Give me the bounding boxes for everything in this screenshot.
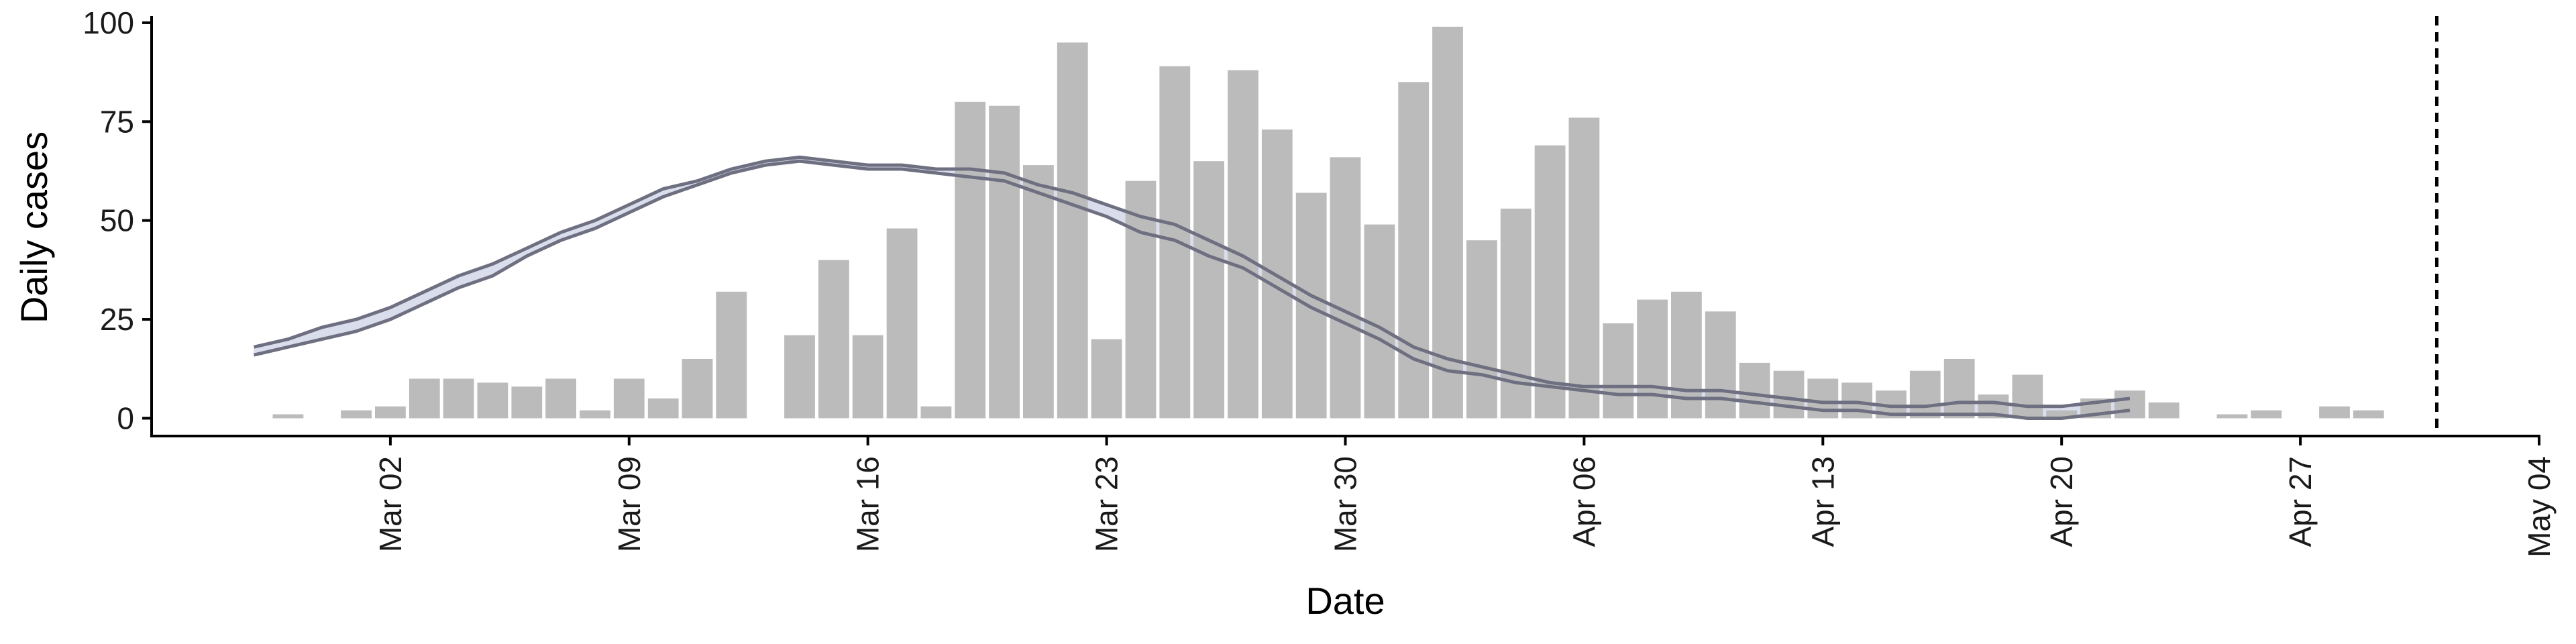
bar-2020-04-04 [1500, 209, 1532, 419]
bar-2020-04-28 [2319, 406, 2350, 419]
x-tick-label: Apr 27 [2283, 456, 2318, 547]
bar-2020-03-11 [682, 359, 713, 419]
bar-2020-03-27 [1228, 70, 1258, 419]
bar-2020-04-26 [2251, 410, 2282, 419]
bar-2020-03-15 [818, 260, 849, 419]
series-lower-line [253, 159, 2131, 420]
bar-2020-03-04 [443, 378, 474, 419]
bar-2020-04-10 [1705, 311, 1736, 419]
bar-2020-03-09 [613, 378, 645, 419]
bar-2020-03-14 [784, 335, 815, 419]
x-axis-title: Date [1305, 580, 1385, 622]
bar-2020-03-26 [1193, 161, 1224, 419]
bar-2020-03-08 [580, 410, 610, 419]
y-tick-label: 50 [100, 203, 134, 238]
bar-2020-04-07 [1603, 323, 1634, 419]
bar-2020-04-06 [1568, 117, 1600, 419]
bar-2020-03-06 [511, 386, 543, 419]
y-ticks: 0 25 50 75 100 [83, 5, 152, 435]
bar-2020-03-23 [1091, 339, 1122, 419]
bar-2020-03-19 [955, 101, 986, 419]
y-tick-label: 25 [100, 302, 134, 337]
bar-2020-03-02 [375, 406, 406, 419]
bar-2020-03-30 [1330, 157, 1361, 419]
x-tick-label: Mar 30 [1328, 456, 1363, 552]
y-tick-label: 75 [100, 104, 134, 139]
bar-2020-03-17 [886, 228, 918, 419]
series-upper-line [253, 155, 2131, 409]
bar-2020-03-07 [545, 378, 576, 419]
bar-2020-04-13 [1807, 378, 1839, 419]
bar-2020-03-22 [1057, 42, 1088, 419]
bar-2020-04-19 [2012, 374, 2043, 419]
bar-2020-03-10 [647, 398, 679, 419]
y-axis-title: Daily cases [13, 131, 55, 323]
bar-2020-03-01 [341, 410, 372, 419]
bar-2020-04-25 [2216, 414, 2248, 419]
bar-2020-04-12 [1773, 370, 1805, 419]
bar-2020-03-29 [1295, 193, 1327, 419]
bar-2020-04-22 [2114, 390, 2145, 419]
bar-2020-04-11 [1739, 362, 1770, 419]
bar-2020-04-20 [2046, 410, 2078, 419]
bar-2020-04-08 [1637, 299, 1668, 419]
x-tick-label: May 04 [2522, 456, 2557, 557]
bar-2020-02-28 [272, 414, 304, 419]
bar-2020-04-02 [1432, 26, 1463, 419]
x-tick-label: Mar 09 [612, 456, 647, 552]
bar-2020-03-12 [716, 291, 747, 419]
bar-2020-04-01 [1398, 82, 1430, 419]
bars-layer [272, 26, 2384, 419]
x-tick-label: Apr 06 [1566, 456, 1601, 547]
bar-2020-04-23 [2148, 402, 2180, 419]
series-lines-layer [253, 155, 2131, 420]
x-tick-label: Apr 20 [2044, 456, 2079, 547]
x-tick-label: Mar 02 [373, 456, 408, 552]
x-tick-label: Apr 13 [1805, 456, 1840, 547]
bar-2020-03-28 [1261, 129, 1293, 419]
bar-2020-04-05 [1534, 145, 1566, 419]
x-tick-label: Mar 23 [1089, 456, 1124, 552]
bar-2020-03-25 [1159, 66, 1191, 419]
x-tick-label: Mar 16 [851, 456, 885, 552]
bar-2020-04-16 [1909, 370, 1941, 419]
y-tick-label: 0 [117, 400, 134, 435]
bar-2020-03-05 [477, 382, 508, 419]
x-ticks: Mar 02 Mar 09 Mar 16 Mar 23 Mar 30 Apr 06 Apr … [373, 436, 2557, 557]
bar-2020-03-18 [920, 406, 952, 419]
bar-2020-03-16 [852, 335, 883, 419]
bar-2020-03-21 [1023, 165, 1054, 419]
axes: 0 25 50 75 100 Mar 02 Mar 09 Mar 16 Mar 23 Mar 3… [83, 5, 2557, 557]
bar-2020-04-03 [1466, 240, 1497, 419]
ci-band-layer [254, 157, 2130, 419]
ci-band [254, 157, 2130, 419]
bar-2020-03-03 [409, 378, 440, 419]
y-tick-label: 100 [83, 5, 134, 40]
bar-2020-04-17 [1943, 359, 1975, 419]
bar-2020-03-20 [989, 105, 1020, 419]
bar-2020-04-29 [2353, 410, 2384, 419]
